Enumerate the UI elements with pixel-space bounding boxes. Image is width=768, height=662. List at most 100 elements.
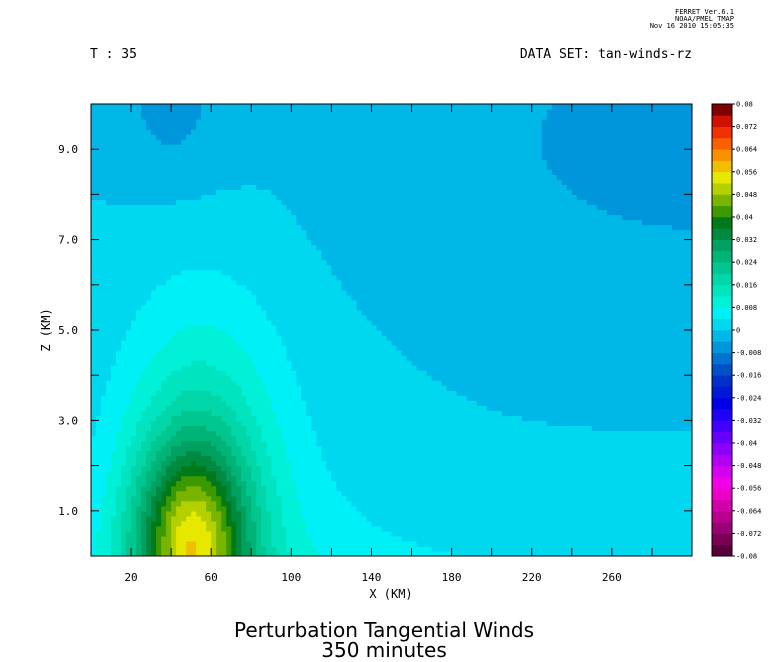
heatmap-cell [231, 104, 237, 110]
heatmap-cell [176, 375, 182, 381]
heatmap-cell [121, 400, 127, 406]
heatmap-cell [356, 129, 363, 135]
heatmap-cell [201, 239, 207, 246]
heatmap-cell [361, 540, 368, 547]
heatmap-cell [221, 129, 227, 135]
heatmap-cell [221, 134, 227, 140]
heatmap-cell [331, 460, 338, 467]
heatmap-cell [226, 224, 232, 231]
heatmap-cell [341, 189, 348, 195]
heatmap-cell [271, 450, 277, 457]
heatmap-cell [156, 445, 162, 452]
heatmap-cell [211, 159, 217, 165]
heatmap-cell [286, 219, 292, 226]
heatmap-cell [141, 450, 147, 457]
heatmap-cell [116, 485, 122, 492]
heatmap-cell [96, 314, 102, 321]
heatmap-cell [361, 224, 368, 231]
heatmap-cell [191, 254, 197, 261]
heatmap-cell [136, 139, 142, 145]
heatmap-cell [211, 385, 217, 391]
heatmap-cell [196, 109, 202, 115]
heatmap-cell [161, 209, 167, 216]
heatmap-cell [276, 324, 282, 331]
heatmap-cell [131, 490, 137, 497]
heatmap-cell [186, 109, 192, 115]
heatmap-cell [271, 209, 277, 216]
heatmap-cell [166, 144, 172, 150]
heatmap-cell [266, 435, 272, 442]
heatmap-cell [211, 254, 217, 261]
heatmap-cell [341, 530, 348, 537]
heatmap-cell [306, 109, 312, 115]
heatmap-cell [261, 254, 267, 261]
heatmap-cell [111, 365, 117, 371]
heatmap-cell [286, 455, 292, 462]
heatmap-cell [201, 520, 207, 527]
heatmap-cell [116, 430, 122, 437]
heatmap-cell [106, 455, 112, 462]
heatmap-cell [266, 390, 272, 396]
heatmap-cell [286, 430, 292, 437]
heatmap-cell [306, 209, 312, 216]
heatmap-cell [146, 475, 152, 482]
heatmap-cell [111, 405, 117, 411]
heatmap-cell [281, 530, 287, 537]
heatmap-cell [271, 269, 277, 276]
heatmap-cell [231, 540, 237, 547]
heatmap-cell [111, 204, 117, 211]
heatmap-cell [121, 440, 127, 447]
heatmap-cell [226, 124, 232, 130]
heatmap-cell [246, 385, 252, 391]
heatmap-cell [341, 500, 348, 507]
heatmap-cell [201, 430, 207, 437]
heatmap-cell [301, 199, 307, 206]
heatmap-cell [336, 540, 343, 547]
heatmap-cell [301, 370, 307, 376]
heatmap-cell [336, 330, 343, 336]
heatmap-cell [336, 390, 343, 396]
heatmap-cell [261, 194, 267, 201]
heatmap-cell [311, 360, 317, 366]
heatmap-cell [211, 345, 217, 351]
heatmap-cell [336, 264, 343, 271]
heatmap-cell [341, 445, 348, 452]
heatmap-cell [246, 480, 252, 487]
heatmap-cell [281, 169, 287, 175]
heatmap-cell [146, 239, 152, 246]
heatmap-cell [361, 299, 368, 306]
heatmap-cell [226, 274, 232, 281]
heatmap-cell [126, 264, 132, 271]
heatmap-cell [126, 119, 132, 125]
heatmap-cell [286, 144, 292, 150]
heatmap-cell [266, 510, 272, 517]
heatmap-cell [106, 159, 112, 165]
heatmap-cell [296, 550, 302, 556]
heatmap-cell [226, 340, 232, 346]
heatmap-cell [131, 550, 137, 556]
heatmap-cell [246, 450, 252, 457]
heatmap-cell [251, 340, 257, 346]
heatmap-cell [301, 515, 307, 522]
heatmap-cell [291, 284, 297, 291]
heatmap-cell [341, 520, 348, 527]
heatmap-cell [206, 319, 212, 326]
heatmap-cell [311, 415, 317, 421]
heatmap-cell [311, 425, 317, 432]
heatmap-cell [356, 530, 363, 537]
heatmap-cell [326, 525, 332, 532]
heatmap-cell [231, 535, 237, 542]
heatmap-cell [96, 244, 102, 251]
heatmap-cell [246, 159, 252, 165]
heatmap-cell [336, 505, 343, 512]
heatmap-cell [286, 304, 292, 311]
heatmap-cell [361, 109, 368, 115]
heatmap-cell [236, 124, 242, 130]
heatmap-cell [346, 189, 353, 195]
heatmap-cell [266, 319, 272, 326]
heatmap-cell [356, 540, 363, 547]
heatmap-cell [206, 209, 212, 216]
heatmap-cell [176, 109, 182, 115]
heatmap-cell [311, 330, 317, 336]
heatmap-cell [206, 370, 212, 376]
